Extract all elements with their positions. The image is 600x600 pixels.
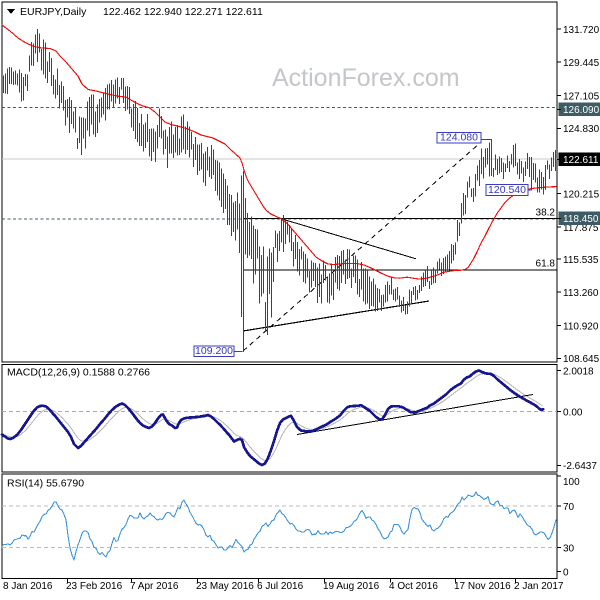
svg-text:38.2: 38.2 bbox=[536, 208, 556, 219]
svg-text:8 Jan 2016: 8 Jan 2016 bbox=[3, 581, 53, 592]
svg-text:30: 30 bbox=[563, 544, 575, 555]
svg-text:2.0018: 2.0018 bbox=[563, 367, 594, 378]
svg-text:4 Oct 2016: 4 Oct 2016 bbox=[389, 581, 438, 592]
svg-text:109.200: 109.200 bbox=[195, 345, 233, 357]
svg-text:120.540: 120.540 bbox=[488, 184, 526, 196]
svg-text:115.535: 115.535 bbox=[563, 255, 599, 266]
svg-text:122.611: 122.611 bbox=[563, 155, 599, 166]
svg-text:129.445: 129.445 bbox=[563, 58, 600, 69]
svg-text:0.00: 0.00 bbox=[563, 407, 583, 418]
svg-text:118.450: 118.450 bbox=[563, 214, 599, 225]
svg-text:108.645: 108.645 bbox=[563, 354, 600, 365]
svg-text:RSI(14) 55.6790: RSI(14) 55.6790 bbox=[7, 478, 84, 490]
svg-text:6 Jul 2016: 6 Jul 2016 bbox=[257, 581, 304, 592]
svg-text:17 Nov 2016: 17 Nov 2016 bbox=[454, 581, 511, 592]
svg-text:100: 100 bbox=[563, 477, 580, 488]
svg-text:127.105: 127.105 bbox=[563, 91, 600, 102]
svg-text:124.830: 124.830 bbox=[563, 124, 600, 135]
svg-text:23 May 2016: 23 May 2016 bbox=[196, 581, 254, 592]
svg-text:120.215: 120.215 bbox=[563, 189, 600, 200]
svg-text:122.462 122.940 122.271 122.61: 122.462 122.940 122.271 122.611 bbox=[103, 6, 263, 18]
svg-text:61.8: 61.8 bbox=[536, 259, 556, 270]
svg-text:117.875: 117.875 bbox=[563, 223, 599, 234]
svg-text:113.260: 113.260 bbox=[563, 288, 599, 299]
svg-text:124.080: 124.080 bbox=[440, 132, 478, 144]
svg-text:MACD(12,26,9) 0.1588 0.2766: MACD(12,26,9) 0.1588 0.2766 bbox=[7, 367, 150, 379]
svg-text:110.920: 110.920 bbox=[563, 321, 599, 332]
svg-text:23 Feb 2016: 23 Feb 2016 bbox=[66, 581, 123, 592]
svg-text:7 Apr 2016: 7 Apr 2016 bbox=[130, 581, 179, 592]
svg-text:131.720: 131.720 bbox=[563, 25, 600, 36]
svg-text:19 Aug 2016: 19 Aug 2016 bbox=[323, 581, 380, 592]
svg-text:EURJPY,Daily: EURJPY,Daily bbox=[20, 6, 87, 18]
svg-text:70: 70 bbox=[563, 502, 575, 513]
svg-text:126.090: 126.090 bbox=[563, 105, 600, 116]
svg-text:ActionForex.com: ActionForex.com bbox=[272, 64, 460, 92]
svg-text:2 Jan 2017: 2 Jan 2017 bbox=[514, 581, 564, 592]
svg-text:0: 0 bbox=[563, 568, 569, 579]
svg-text:-2.6437: -2.6437 bbox=[563, 461, 597, 472]
